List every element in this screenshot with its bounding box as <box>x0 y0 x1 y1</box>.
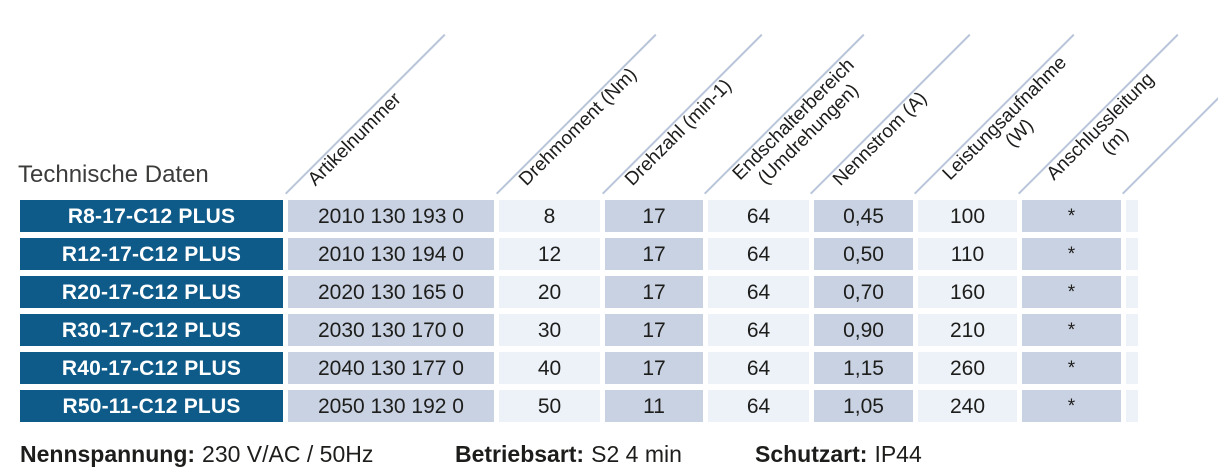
table-edge-spacer-cell <box>1126 200 1138 232</box>
endschalterbereich-cell: 64 <box>708 276 809 308</box>
model-name-cell: R50-11-C12 PLUS <box>20 390 283 422</box>
artikelnummer-cell: 2050 130 192 0 <box>288 390 494 422</box>
leistungsaufnahme-cell: 210 <box>918 314 1017 346</box>
anschlussleitung-cell: * <box>1022 314 1121 346</box>
spec-value: 230 V/AC / 50Hz <box>202 441 374 467</box>
table-body: R8-17-C12 PLUS 2010 130 193 0 8 17 64 0,… <box>20 200 1138 422</box>
drehzahl-cell: 11 <box>605 390 703 422</box>
artikelnummer-cell: 2020 130 165 0 <box>288 276 494 308</box>
spec-value: IP44 <box>874 441 922 467</box>
artikelnummer-cell: 2040 130 177 0 <box>288 352 494 384</box>
nennstrom-cell: 0,90 <box>814 314 913 346</box>
artikelnummer-cell: 2010 130 194 0 <box>288 238 494 270</box>
spec-label: Nennspannung: <box>20 441 196 467</box>
table-edge-spacer-cell <box>1126 238 1138 270</box>
drehmoment-cell: 8 <box>499 200 600 232</box>
endschalterbereich-cell: 64 <box>708 314 809 346</box>
endschalterbereich-cell: 64 <box>708 352 809 384</box>
column-header-label: Drehzahl (min-1) <box>621 75 736 191</box>
endschalterbereich-cell: 64 <box>708 390 809 422</box>
endschalterbereich-cell: 64 <box>708 238 809 270</box>
spec-label: Schutzart: <box>755 441 868 467</box>
table-edge-spacer-cell <box>1126 276 1138 308</box>
page-title: Technische Daten <box>18 161 209 188</box>
nennstrom-cell: 1,15 <box>814 352 913 384</box>
leistungsaufnahme-cell: 100 <box>918 200 1017 232</box>
drehmoment-cell: 40 <box>499 352 600 384</box>
spec-schutzart: Schutzart: IP44 <box>755 441 922 468</box>
model-name-cell: R40-17-C12 PLUS <box>20 352 283 384</box>
endschalterbereich-cell: 64 <box>708 200 809 232</box>
spec-betriebsart: Betriebsart: S2 4 min <box>455 441 682 468</box>
leistungsaufnahme-cell: 240 <box>918 390 1017 422</box>
nennstrom-cell: 0,50 <box>814 238 913 270</box>
leistungsaufnahme-cell: 160 <box>918 276 1017 308</box>
table-edge-spacer-cell <box>1126 314 1138 346</box>
artikelnummer-cell: 2010 130 193 0 <box>288 200 494 232</box>
drehzahl-cell: 17 <box>605 352 703 384</box>
drehmoment-cell: 50 <box>499 390 600 422</box>
leistungsaufnahme-cell: 110 <box>918 238 1017 270</box>
anschlussleitung-cell: * <box>1022 200 1121 232</box>
model-name-cell: R30-17-C12 PLUS <box>20 314 283 346</box>
drehmoment-cell: 30 <box>499 314 600 346</box>
drehmoment-cell: 20 <box>499 276 600 308</box>
anschlussleitung-cell: * <box>1022 276 1121 308</box>
spec-nennspannung: Nennspannung: 230 V/AC / 50Hz <box>20 441 373 468</box>
spec-label: Betriebsart: <box>455 441 585 467</box>
leistungsaufnahme-cell: 260 <box>918 352 1017 384</box>
column-header-artikelnummer: Artikelnummer <box>285 88 406 209</box>
table-edge-spacer-cell <box>1126 352 1138 384</box>
drehmoment-cell: 12 <box>499 238 600 270</box>
anschlussleitung-cell: * <box>1022 390 1121 422</box>
model-name-cell: R8-17-C12 PLUS <box>20 200 283 232</box>
drehzahl-cell: 17 <box>605 238 703 270</box>
column-header-endschalterbereich: Endschalterbereich (Umdrehungen) <box>704 54 873 223</box>
column-header-label: Artikelnummer <box>304 88 406 191</box>
nennstrom-cell: 0,45 <box>814 200 913 232</box>
artikelnummer-cell: 2030 130 170 0 <box>288 314 494 346</box>
anschlussleitung-cell: * <box>1022 238 1121 270</box>
drehzahl-cell: 17 <box>605 200 703 232</box>
drehzahl-cell: 17 <box>605 314 703 346</box>
drehzahl-cell: 17 <box>605 276 703 308</box>
nennstrom-cell: 1,05 <box>814 390 913 422</box>
spec-value: S2 4 min <box>591 441 682 467</box>
nennstrom-cell: 0,70 <box>814 276 913 308</box>
model-name-cell: R12-17-C12 PLUS <box>20 238 283 270</box>
model-name-cell: R20-17-C12 PLUS <box>20 276 283 308</box>
anschlussleitung-cell: * <box>1022 352 1121 384</box>
table-edge-spacer-cell <box>1126 390 1138 422</box>
